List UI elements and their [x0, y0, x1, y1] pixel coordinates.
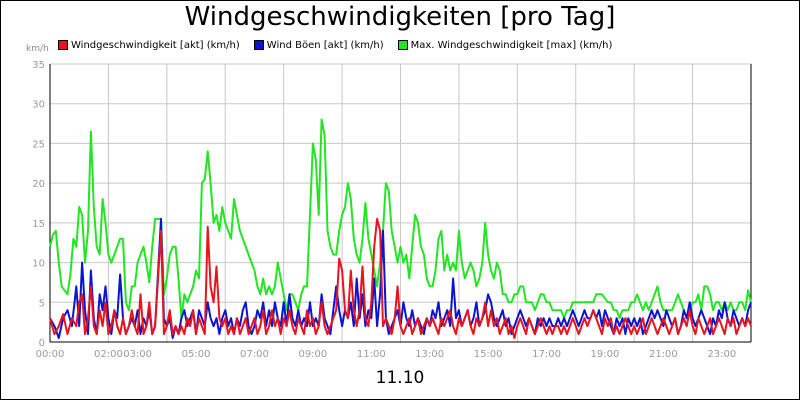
x-tick-label: 21:00	[649, 349, 678, 360]
legend-item-windgeschwindigkeit: Windgeschwindigkeit [akt] (km/h)	[58, 40, 240, 51]
y-tick-label: 10	[32, 259, 45, 270]
series-windgeschwindigkeit-line	[49, 217, 752, 339]
chart-title: Windgeschwindigkeiten [pro Tag]	[184, 2, 616, 32]
y-tick-label: 35	[32, 60, 45, 71]
legend-label: Wind Böen [akt] (km/h)	[266, 39, 384, 51]
y-axis-unit-label: km/h	[26, 44, 49, 54]
y-tick-label: 20	[32, 179, 45, 190]
legend-item-wind-boeen: Wind Böen [akt] (km/h)	[253, 39, 384, 51]
y-tick-label: 0	[39, 338, 45, 349]
x-tick-label: 17:00	[532, 349, 561, 360]
series-max-windgeschwindigkeit-line	[49, 118, 752, 320]
y-tick-label: 30	[32, 100, 45, 111]
x-tick-label: 03:00	[123, 349, 152, 360]
legend-swatch-blue	[253, 40, 264, 50]
legend-label: Max. Windgeschwindigkeit [max] (km/h)	[410, 39, 613, 51]
x-tick-label: 02:00	[94, 349, 123, 360]
x-tick-label: 05:00	[182, 349, 211, 360]
x-tick-label: 19:00	[591, 349, 620, 360]
legend-swatch-red	[58, 40, 68, 50]
x-tick-label: 15:00	[474, 349, 503, 360]
x-tick-label: 23:00	[707, 349, 736, 360]
x-tick-label: 00:00	[36, 349, 65, 360]
chart-legend: Windgeschwindigkeit [akt] (km/h) Wind Bö…	[58, 38, 626, 52]
x-axis-date-label: 11.10	[375, 368, 425, 388]
x-tick-label: 11:00	[357, 349, 386, 360]
legend-item-max-windgeschwindigkeit: Max. Windgeschwindigkeit [max] (km/h)	[397, 39, 613, 51]
y-tick-label: 25	[32, 139, 45, 150]
y-tick-label: 15	[32, 219, 45, 230]
x-tick-label: 09:00	[298, 349, 327, 360]
x-tick-label: 07:00	[240, 349, 269, 360]
y-tick-label: 5	[39, 298, 45, 309]
x-tick-label: 13:00	[415, 349, 444, 360]
legend-swatch-green	[397, 40, 408, 50]
legend-label: Windgeschwindigkeit [akt] (km/h)	[71, 39, 240, 51]
